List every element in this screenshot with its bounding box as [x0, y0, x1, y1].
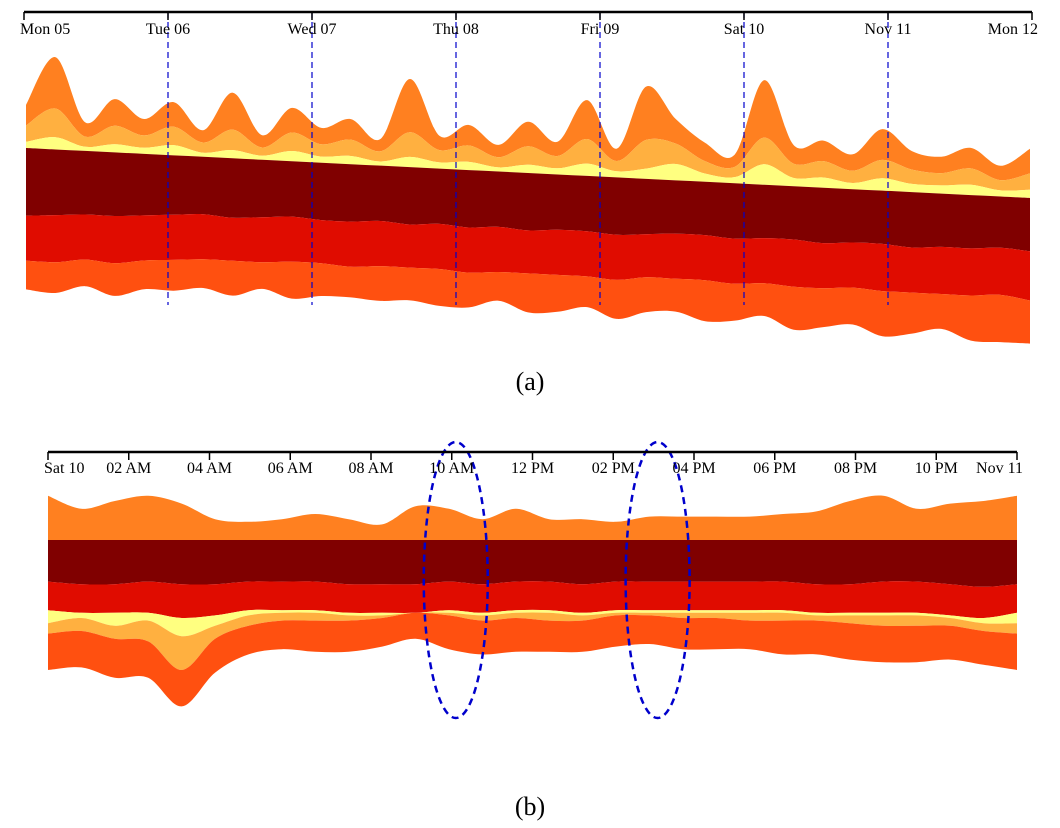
stream-layer-orange-red: [48, 612, 1017, 707]
tick-label: 06 PM: [753, 460, 796, 477]
tick-label: 02 PM: [592, 460, 635, 477]
tick-label: Tue 06: [146, 21, 190, 38]
chart-b: Sat 10 02 AM 04 AM 06 AM 08 AM 10 AM 12 PM 02 P…: [44, 440, 1023, 821]
tick-label: 10 AM: [429, 460, 474, 477]
tick-label: Nov 11: [865, 21, 912, 38]
tick-label: Thu 08: [433, 21, 479, 38]
chart-b-highlight-ellipses: [422, 440, 691, 720]
tick-label: 06 AM: [268, 460, 313, 477]
chart-a: Mon 05 Tue 06 Wed 07 Thu 08 Fri 09 Sat 10 Nov …: [20, 10, 1038, 396]
stream-layer-red: [48, 581, 1017, 619]
chart-a-time-axis: Mon 05 Tue 06 Wed 07 Thu 08 Fri 09 Sat 10 Nov …: [20, 10, 1038, 38]
tick-label: 02 AM: [106, 460, 151, 477]
stream-layer-light-orange: [26, 108, 1030, 191]
stream-layer-pale-yellow: [26, 137, 1030, 198]
tick-label: Nov 11: [976, 460, 1023, 477]
tick-label: 10 PM: [915, 460, 958, 477]
chart-b-caption: (b): [515, 792, 545, 821]
tick-label: Wed 07: [288, 21, 337, 38]
chart-b-time-axis: Sat 10 02 AM 04 AM 06 AM 08 AM 10 AM 12 PM 02 P…: [44, 450, 1023, 477]
stream-layer-light-orange: [48, 612, 1017, 671]
tick-label: Fri 09: [581, 21, 620, 38]
tick-label: 04 PM: [672, 460, 715, 477]
tick-label: Sat 10: [44, 460, 84, 477]
highlight-ellipse: [422, 440, 489, 720]
chart-b-layers: [48, 495, 1017, 707]
stream-layer-orange: [26, 57, 1030, 181]
tick-label: Sat 10: [724, 21, 764, 38]
tick-label: Mon 12: [988, 21, 1038, 38]
chart-a-caption: (a): [516, 367, 545, 396]
chart-a-layers: [26, 57, 1030, 344]
stream-layer-orange: [48, 495, 1017, 540]
tick-label: 08 PM: [834, 460, 877, 477]
stream-layer-dark-red: [26, 148, 1030, 252]
tick-label: Mon 05: [20, 21, 70, 38]
tick-label: 04 AM: [187, 460, 232, 477]
stream-layer-red: [26, 214, 1030, 301]
stream-layer-orange-red: [26, 259, 1030, 344]
highlight-ellipse: [624, 440, 691, 720]
tick-label: 08 AM: [349, 460, 394, 477]
tick-label: 12 PM: [511, 460, 554, 477]
chart-a-day-markers: [167, 12, 889, 305]
stream-layer-dark-red: [48, 540, 1017, 587]
